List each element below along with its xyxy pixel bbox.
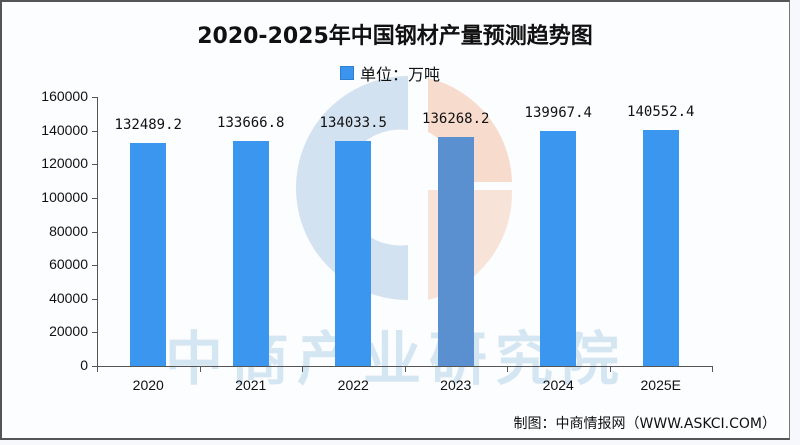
x-tick [199, 366, 201, 372]
y-tick-label: 100000 [41, 188, 88, 205]
bar-2025E [642, 129, 679, 366]
y-tick-label: 40000 [49, 289, 88, 306]
x-tick [404, 366, 406, 372]
legend: 单位：万吨 [340, 61, 440, 85]
bar-2024 [540, 130, 577, 366]
x-tick [712, 366, 713, 372]
bar-value-label: 139967.4 [524, 104, 592, 121]
bar-value-label: 134033.5 [319, 114, 387, 131]
x-tick-label: 2023 [440, 377, 472, 393]
y-tick-label: 20000 [49, 323, 88, 340]
x-tick [97, 366, 98, 372]
y-tick [92, 197, 97, 199]
bar-value-label: 140552.4 [627, 103, 695, 120]
y-tick [92, 97, 97, 98]
y-tick [92, 366, 97, 367]
x-tick-label: 2022 [337, 377, 369, 393]
legend-swatch [340, 66, 354, 80]
y-tick [92, 164, 97, 166]
x-axis-line [97, 366, 713, 367]
y-tick-label: 0 [80, 357, 88, 373]
chart-title: 2020-2025年中国钢材产量预测趋势图 [197, 24, 593, 49]
bar-value-label: 132489.2 [114, 117, 182, 134]
source-credit: 制图：中商情报网（WWW.ASKCI.COM） [513, 416, 776, 432]
x-tick-label: 2025E [640, 377, 681, 393]
y-tick [92, 298, 97, 300]
bar-value-label: 133666.8 [217, 115, 285, 132]
x-tick [507, 366, 508, 372]
y-tick-label: 80000 [49, 222, 88, 239]
y-tick-label: 160000 [41, 88, 88, 104]
bar-value-label: 136268.2 [422, 110, 490, 127]
y-tick [92, 265, 97, 267]
bar-2022 [335, 140, 372, 366]
bar-2021 [232, 141, 269, 366]
y-axis-line [97, 97, 98, 367]
x-tick-label: 2021 [235, 377, 267, 393]
y-tick-label: 140000 [41, 121, 88, 138]
bar-2023 [437, 136, 474, 366]
x-tick-label: 2024 [542, 377, 574, 393]
y-tick-label: 60000 [49, 256, 88, 273]
x-tick [609, 366, 611, 372]
y-tick [92, 130, 97, 132]
y-tick-label: 120000 [41, 155, 88, 172]
x-tick [302, 366, 303, 372]
legend-label: 单位：万吨 [360, 65, 441, 84]
y-tick [92, 231, 97, 233]
bar-2020 [130, 143, 167, 366]
x-tick-label: 2020 [132, 377, 164, 393]
y-tick [92, 332, 97, 334]
